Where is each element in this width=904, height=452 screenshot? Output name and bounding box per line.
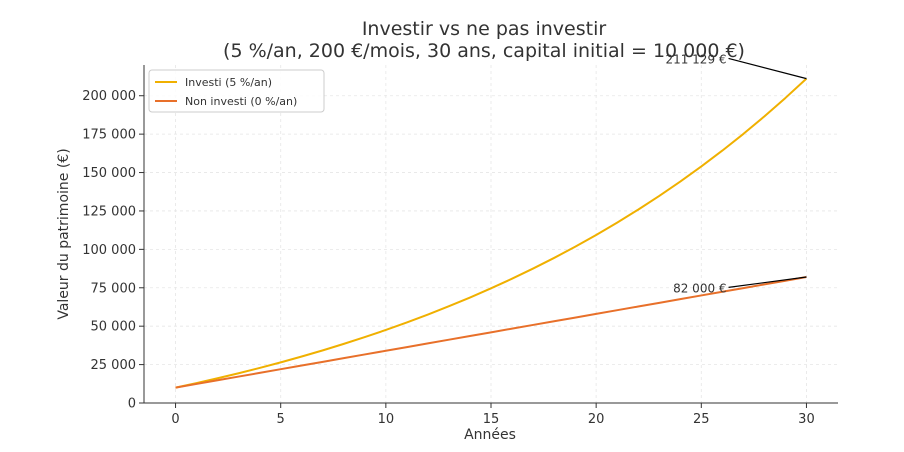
x-tick-label: 0 (171, 412, 179, 427)
y-tick-label: 175 000 (82, 128, 136, 143)
series-lines (175, 77, 808, 389)
grid (144, 65, 838, 404)
x-tick-label: 25 (693, 412, 710, 427)
axes: 0 5 10 15 20 25 30 0 25 000 50 000 75 000 100 000 12… (82, 65, 838, 427)
x-tick-label: 10 (378, 412, 395, 427)
x-tick-label: 20 (588, 412, 605, 427)
annotations: 211 129 € 82 000 € (665, 52, 807, 295)
x-tick-label: 30 (798, 412, 815, 427)
legend-label-2: Non investi (0 %/an) (185, 95, 297, 108)
y-tick-label: 25 000 (91, 358, 137, 373)
y-tick-label: 50 000 (91, 320, 137, 335)
y-tick-label: 0 (128, 397, 136, 412)
y-tick-label: 100 000 (82, 243, 136, 258)
x-tick-label: 15 (483, 412, 500, 427)
y-tick-label: 75 000 (91, 281, 137, 296)
chart-title-line-2: (5 %/an, 200 €/mois, 30 ans, capital ini… (223, 40, 745, 62)
x-tick-label: 5 (277, 412, 285, 427)
x-axis-label: Années (464, 427, 516, 443)
y-tick-label: 200 000 (82, 89, 136, 104)
legend-box (148, 69, 325, 113)
annotation-label-2: 82 000 € (673, 281, 726, 295)
annotation-label-1: 211 129 € (665, 52, 726, 66)
chart-title: Investir vs ne pas investir (5 %/an, 200… (223, 18, 745, 62)
y-axis-label: Valeur du patrimoine (€) (56, 148, 72, 319)
annotation-arrow-2 (728, 276, 807, 288)
y-tick-label: 125 000 (82, 204, 136, 219)
legend: Investi (5 %/an) Non investi (0 %/an) (148, 69, 325, 113)
annotation-arrow-1 (728, 57, 807, 80)
series-line-2 (175, 276, 807, 389)
y-tick-label: 150 000 (82, 166, 136, 181)
chart-title-line-1: Investir vs ne pas investir (362, 18, 607, 40)
series-line-1 (175, 77, 808, 389)
legend-label-1: Investi (5 %/an) (185, 76, 272, 89)
